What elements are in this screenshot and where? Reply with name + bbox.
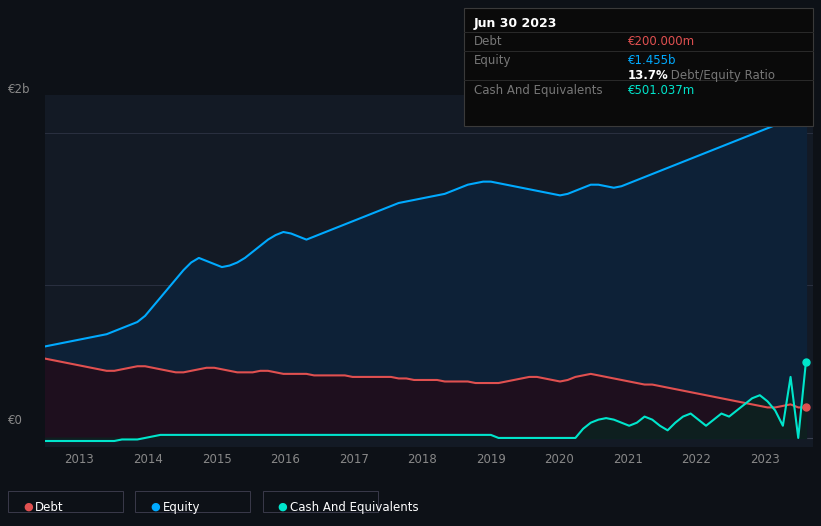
Text: Cash And Equivalents: Cash And Equivalents [290, 501, 419, 514]
Text: Jun 30 2023: Jun 30 2023 [474, 17, 557, 31]
Text: ●: ● [23, 501, 33, 511]
Text: Debt: Debt [35, 501, 64, 514]
Text: Cash And Equivalents: Cash And Equivalents [474, 84, 603, 97]
Text: 13.7%: 13.7% [628, 69, 669, 82]
Text: Debt/Equity Ratio: Debt/Equity Ratio [667, 69, 775, 82]
Text: €1.455b: €1.455b [628, 54, 677, 67]
Text: €200.000m: €200.000m [628, 35, 695, 48]
Text: ●: ● [277, 501, 287, 511]
Text: ●: ● [150, 501, 160, 511]
Text: Debt: Debt [474, 35, 502, 48]
Text: Equity: Equity [163, 501, 200, 514]
Text: €0: €0 [8, 414, 23, 427]
Text: €501.037m: €501.037m [628, 84, 695, 97]
Text: €2b: €2b [8, 83, 30, 96]
Text: Equity: Equity [474, 54, 511, 67]
